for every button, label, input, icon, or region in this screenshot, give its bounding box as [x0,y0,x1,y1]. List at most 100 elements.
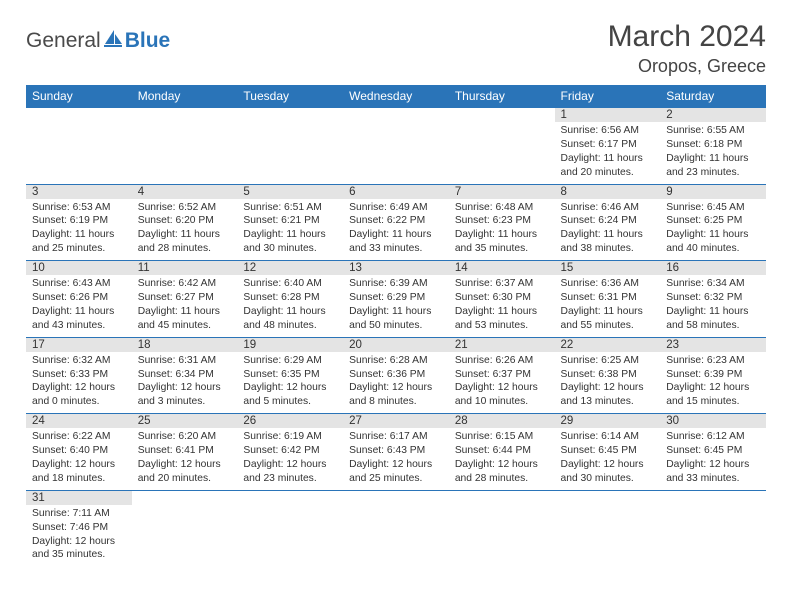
daylight-line: Daylight: 12 hours and 0 minutes. [32,381,126,409]
sunset-line: Sunset: 6:43 PM [349,444,443,458]
sunset-line: Sunset: 6:38 PM [561,368,655,382]
weekday-header: Monday [132,85,238,108]
daylight-line: Daylight: 11 hours and 35 minutes. [455,228,549,256]
daylight-line: Daylight: 12 hours and 10 minutes. [455,381,549,409]
day-data-cell: Sunrise: 6:43 AMSunset: 6:26 PMDaylight:… [26,275,132,337]
sunset-line: Sunset: 6:17 PM [561,138,655,152]
sunset-line: Sunset: 6:26 PM [32,291,126,305]
day-number-cell [449,108,555,123]
sunset-line: Sunset: 6:20 PM [138,214,232,228]
day-data-cell: Sunrise: 6:32 AMSunset: 6:33 PMDaylight:… [26,352,132,414]
sunrise-line: Sunrise: 6:49 AM [349,201,443,215]
day-data-cell [132,505,238,567]
day-number-cell: 3 [26,184,132,199]
calendar-body: 12Sunrise: 6:56 AMSunset: 6:17 PMDayligh… [26,108,766,567]
daylight-line: Daylight: 11 hours and 48 minutes. [243,305,337,333]
sunrise-line: Sunrise: 6:48 AM [455,201,549,215]
day-number-cell: 15 [555,261,661,276]
day-data-cell: Sunrise: 6:56 AMSunset: 6:17 PMDaylight:… [555,122,661,184]
weekday-header: Friday [555,85,661,108]
day-data-cell [26,122,132,184]
sunset-line: Sunset: 6:32 PM [666,291,760,305]
daylight-line: Daylight: 12 hours and 35 minutes. [32,535,126,563]
sunrise-line: Sunrise: 6:23 AM [666,354,760,368]
day-data-cell [555,505,661,567]
sunset-line: Sunset: 6:41 PM [138,444,232,458]
day-data-cell [449,122,555,184]
day-data-cell: Sunrise: 6:39 AMSunset: 6:29 PMDaylight:… [343,275,449,337]
day-data-cell [343,505,449,567]
sunset-line: Sunset: 6:33 PM [32,368,126,382]
weekday-header: Sunday [26,85,132,108]
sunset-line: Sunset: 6:39 PM [666,368,760,382]
day-number-cell [555,490,661,505]
day-number-cell: 29 [555,414,661,429]
sunset-line: Sunset: 6:22 PM [349,214,443,228]
day-data-cell: Sunrise: 6:26 AMSunset: 6:37 PMDaylight:… [449,352,555,414]
day-number-cell: 17 [26,337,132,352]
day-number-cell: 9 [660,184,766,199]
sunset-line: Sunset: 6:27 PM [138,291,232,305]
day-data-cell: Sunrise: 6:53 AMSunset: 6:19 PMDaylight:… [26,199,132,261]
day-number-cell: 8 [555,184,661,199]
weekday-header: Wednesday [343,85,449,108]
sunrise-line: Sunrise: 6:51 AM [243,201,337,215]
day-data-row: Sunrise: 6:43 AMSunset: 6:26 PMDaylight:… [26,275,766,337]
day-number-cell [343,490,449,505]
day-data-cell: Sunrise: 6:45 AMSunset: 6:25 PMDaylight:… [660,199,766,261]
sunset-line: Sunset: 6:23 PM [455,214,549,228]
daylight-line: Daylight: 11 hours and 58 minutes. [666,305,760,333]
day-data-cell [660,505,766,567]
day-data-cell: Sunrise: 6:31 AMSunset: 6:34 PMDaylight:… [132,352,238,414]
day-number-cell: 2 [660,108,766,123]
sunrise-line: Sunrise: 6:34 AM [666,277,760,291]
day-number-cell: 14 [449,261,555,276]
day-number-cell [26,108,132,123]
day-number-cell: 28 [449,414,555,429]
sunset-line: Sunset: 6:29 PM [349,291,443,305]
sunrise-line: Sunrise: 6:39 AM [349,277,443,291]
day-data-cell: Sunrise: 6:46 AMSunset: 6:24 PMDaylight:… [555,199,661,261]
sunrise-line: Sunrise: 6:56 AM [561,124,655,138]
day-data-cell: Sunrise: 6:49 AMSunset: 6:22 PMDaylight:… [343,199,449,261]
day-number-cell: 22 [555,337,661,352]
sunrise-line: Sunrise: 6:25 AM [561,354,655,368]
day-data-cell: Sunrise: 6:19 AMSunset: 6:42 PMDaylight:… [237,428,343,490]
day-number-cell: 25 [132,414,238,429]
day-data-cell: Sunrise: 6:34 AMSunset: 6:32 PMDaylight:… [660,275,766,337]
sunset-line: Sunset: 6:24 PM [561,214,655,228]
day-data-cell: Sunrise: 6:36 AMSunset: 6:31 PMDaylight:… [555,275,661,337]
header: General Blue March 2024 Oropos, Greece [26,20,766,77]
day-data-cell: Sunrise: 6:51 AMSunset: 6:21 PMDaylight:… [237,199,343,261]
day-data-cell: Sunrise: 6:12 AMSunset: 6:45 PMDaylight:… [660,428,766,490]
sunrise-line: Sunrise: 6:37 AM [455,277,549,291]
day-data-cell [132,122,238,184]
sunrise-line: Sunrise: 6:36 AM [561,277,655,291]
sunrise-line: Sunrise: 6:42 AM [138,277,232,291]
sunrise-line: Sunrise: 6:52 AM [138,201,232,215]
day-number-cell: 19 [237,337,343,352]
day-data-cell [237,505,343,567]
day-data-cell: Sunrise: 6:40 AMSunset: 6:28 PMDaylight:… [237,275,343,337]
sunrise-line: Sunrise: 6:55 AM [666,124,760,138]
daylight-line: Daylight: 12 hours and 18 minutes. [32,458,126,486]
weekday-header: Tuesday [237,85,343,108]
sunset-line: Sunset: 6:44 PM [455,444,549,458]
day-data-cell: Sunrise: 6:55 AMSunset: 6:18 PMDaylight:… [660,122,766,184]
weekday-header: Thursday [449,85,555,108]
day-number-cell [237,490,343,505]
day-number-cell [237,108,343,123]
day-data-cell: Sunrise: 6:29 AMSunset: 6:35 PMDaylight:… [237,352,343,414]
location: Oropos, Greece [608,56,766,77]
daylight-line: Daylight: 12 hours and 33 minutes. [666,458,760,486]
day-number-cell: 12 [237,261,343,276]
day-data-cell: Sunrise: 6:25 AMSunset: 6:38 PMDaylight:… [555,352,661,414]
logo: General Blue [26,28,170,53]
sunrise-line: Sunrise: 6:46 AM [561,201,655,215]
day-number-cell: 18 [132,337,238,352]
sunset-line: Sunset: 6:25 PM [666,214,760,228]
sunset-line: Sunset: 6:35 PM [243,368,337,382]
day-data-cell: Sunrise: 6:15 AMSunset: 6:44 PMDaylight:… [449,428,555,490]
day-number-cell [132,490,238,505]
daylight-line: Daylight: 12 hours and 30 minutes. [561,458,655,486]
